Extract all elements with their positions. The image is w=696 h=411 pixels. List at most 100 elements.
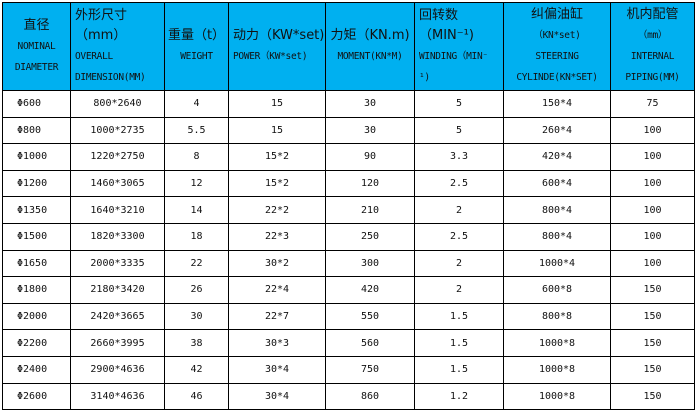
cell-weight: 18 <box>164 222 229 251</box>
cell-moment: 550 <box>325 302 415 331</box>
cell-steering-cylinder: 420*4 <box>503 143 611 171</box>
cell-diameter: Φ2200 <box>2 329 71 357</box>
cell-steering-cylinder: 800*8 <box>503 302 611 331</box>
cell-internal-piping: 100 <box>610 196 695 224</box>
cell-weight: 22 <box>164 249 229 278</box>
header-cn-label: 机内配管 <box>626 7 679 22</box>
header-row: 直径 NOMINAL DIAMETER 外形尺寸（mm） OVERALL DIMENSIO… <box>2 2 695 91</box>
header-en-label: WINDING（MIN⁻ <box>419 50 488 62</box>
cell-diameter: Φ2600 <box>2 382 71 411</box>
cell-steering-cylinder: 260*4 <box>503 116 611 145</box>
cell-winding: 1.5 <box>414 355 504 384</box>
cell-diameter: Φ1650 <box>2 249 71 278</box>
cell-moment: 250 <box>325 222 415 251</box>
cell-power: 30*3 <box>228 329 326 357</box>
table-row: Φ600 800*2640 4 15 30 5 150*4 75 <box>2 90 695 118</box>
cell-winding: 2 <box>414 249 504 278</box>
header-en-label: POWER（KW*set) <box>233 51 308 62</box>
table-row: Φ1000 1220*2750 8 15*2 90 3.3 420*4 100 <box>2 143 695 171</box>
cell-overall-dimension: 2660*3995 <box>70 329 165 357</box>
cell-diameter: Φ1000 <box>2 143 71 171</box>
cell-moment: 300 <box>325 249 415 278</box>
cell-internal-piping: 100 <box>610 116 695 145</box>
header-cn-label: 外形尺寸（mm） <box>75 7 128 43</box>
cell-weight: 4 <box>164 90 229 118</box>
table-row: Φ2400 2900*4636 42 30*4 750 1.5 1000*8 150 <box>2 355 695 384</box>
cell-power: 15 <box>228 90 326 118</box>
cell-power: 15*2 <box>228 169 326 198</box>
cell-steering-cylinder: 600*8 <box>503 276 611 304</box>
cell-power: 15 <box>228 116 326 145</box>
cell-winding: 2 <box>414 196 504 224</box>
header-en-label: INTERNAL <box>630 51 675 62</box>
header-power: 动力（KW*set) POWER（KW*set) <box>228 2 326 91</box>
cell-steering-cylinder: 800*4 <box>503 196 611 224</box>
cell-power: 30*4 <box>228 382 326 411</box>
cell-overall-dimension: 2180*3420 <box>70 276 165 304</box>
cell-overall-dimension: 2000*3335 <box>70 249 165 278</box>
cell-winding: 1.2 <box>414 382 504 411</box>
cell-diameter: Φ2000 <box>2 302 71 331</box>
cell-steering-cylinder: 800*4 <box>503 222 611 251</box>
cell-winding: 3.3 <box>414 143 504 171</box>
cell-steering-cylinder: 1000*8 <box>503 329 611 357</box>
cell-overall-dimension: 1640*3210 <box>70 196 165 224</box>
cell-moment: 420 <box>325 276 415 304</box>
header-en-label: MOMENT(KN*M) <box>337 51 403 62</box>
table-row: Φ800 1000*2735 5.5 15 30 5 260*4 100 <box>2 116 695 145</box>
cell-internal-piping: 150 <box>610 276 695 304</box>
header-internal-piping: 机内配管 （mm） INTERNAL PIPING(MM) <box>610 2 695 91</box>
cell-weight: 26 <box>164 276 229 304</box>
table-row: Φ1200 1460*3065 12 15*2 120 2.5 600*4 100 <box>2 169 695 198</box>
header-steering-cylinder: 纠偏油缸 （KN*set) STEERING CYLINDE(KN*SET) <box>503 2 611 91</box>
cell-internal-piping: 150 <box>610 302 695 331</box>
cell-weight: 8 <box>164 143 229 171</box>
cell-power: 22*4 <box>228 276 326 304</box>
cell-internal-piping: 100 <box>610 222 695 251</box>
cell-steering-cylinder: 150*4 <box>503 90 611 118</box>
cell-steering-cylinder: 1000*8 <box>503 382 611 411</box>
cell-power: 15*2 <box>228 143 326 171</box>
header-en-label: NOMINAL <box>17 40 56 52</box>
cell-power: 22*3 <box>228 222 326 251</box>
header-en-label: ¹) <box>419 71 430 83</box>
cell-power: 30*4 <box>228 355 326 384</box>
cell-diameter: Φ1200 <box>2 169 71 198</box>
cell-internal-piping: 100 <box>610 249 695 278</box>
cell-diameter: Φ1350 <box>2 196 71 224</box>
header-en-label: OVERALL <box>75 50 113 62</box>
cell-power: 22*7 <box>228 302 326 331</box>
cell-moment: 860 <box>325 382 415 411</box>
cell-moment: 30 <box>325 90 415 118</box>
cell-weight: 12 <box>164 169 229 198</box>
cell-weight: 46 <box>164 382 229 411</box>
header-cn-label: 动力（KW*set) <box>233 28 325 43</box>
cell-weight: 14 <box>164 196 229 224</box>
cell-winding: 1.5 <box>414 329 504 357</box>
cell-overall-dimension: 1460*3065 <box>70 169 165 198</box>
cell-winding: 5 <box>414 90 504 118</box>
cell-internal-piping: 150 <box>610 382 695 411</box>
header-cn-label: 回转数（MIN⁻¹) <box>419 7 474 43</box>
cell-overall-dimension: 2420*3665 <box>70 302 165 331</box>
cell-diameter: Φ1500 <box>2 222 71 251</box>
cell-moment: 90 <box>325 143 415 171</box>
table-row: Φ1800 2180*3420 26 22*4 420 2 600*8 150 <box>2 276 695 304</box>
header-weight: 重量（t） WEIGHT <box>164 2 229 91</box>
cell-overall-dimension: 1820*3300 <box>70 222 165 251</box>
cell-weight: 42 <box>164 355 229 384</box>
header-en-label: WEIGHT <box>180 51 213 62</box>
cell-overall-dimension: 1220*2750 <box>70 143 165 171</box>
cell-diameter: Φ2400 <box>2 355 71 384</box>
table-row: Φ2000 2420*3665 30 22*7 550 1.5 800*8 150 <box>2 302 695 331</box>
table-row: Φ2600 3140*4636 46 30*4 860 1.2 1000*8 150 <box>2 382 695 411</box>
cell-power: 22*2 <box>228 196 326 224</box>
table-row: Φ1650 2000*3335 22 30*2 300 2 1000*4 100 <box>2 249 695 278</box>
table-row: Φ1500 1820*3300 18 22*3 250 2.5 800*4 100 <box>2 222 695 251</box>
header-cn-label: 纠偏油缸 <box>530 7 583 22</box>
header-en-label: DIAMETER <box>14 61 59 73</box>
header-moment: 力矩（KN.m) MOMENT(KN*M) <box>325 2 415 91</box>
header-winding: 回转数（MIN⁻¹) WINDING（MIN⁻ ¹) <box>414 2 504 91</box>
cell-steering-cylinder: 600*4 <box>503 169 611 198</box>
